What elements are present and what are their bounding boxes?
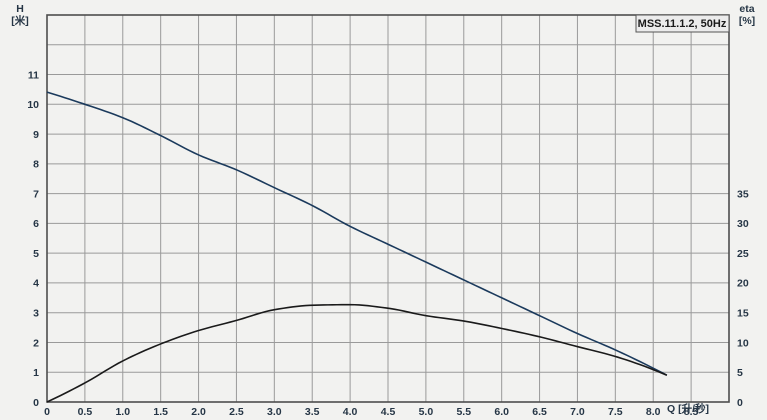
svg-text:1: 1 bbox=[33, 367, 39, 379]
svg-text:10: 10 bbox=[27, 99, 39, 111]
svg-text:3: 3 bbox=[33, 307, 39, 319]
svg-text:2.0: 2.0 bbox=[191, 406, 206, 418]
svg-text:5.5: 5.5 bbox=[456, 406, 471, 418]
svg-text:25: 25 bbox=[737, 248, 749, 260]
svg-text:1.0: 1.0 bbox=[115, 406, 130, 418]
svg-text:0: 0 bbox=[737, 397, 743, 409]
svg-text:0: 0 bbox=[33, 397, 39, 409]
svg-text:8.0: 8.0 bbox=[646, 406, 661, 418]
svg-text:4: 4 bbox=[33, 278, 39, 290]
svg-text:30: 30 bbox=[737, 218, 749, 230]
svg-text:Q [升/秒]: Q [升/秒] bbox=[667, 402, 709, 415]
svg-text:7.0: 7.0 bbox=[570, 406, 585, 418]
svg-text:8: 8 bbox=[33, 159, 39, 171]
svg-text:eta: eta bbox=[739, 3, 754, 15]
svg-text:7: 7 bbox=[33, 188, 39, 200]
svg-text:5: 5 bbox=[737, 367, 743, 379]
svg-text:[%]: [%] bbox=[739, 15, 755, 27]
svg-text:15: 15 bbox=[737, 307, 749, 319]
svg-text:35: 35 bbox=[737, 188, 749, 200]
svg-text:6: 6 bbox=[33, 218, 39, 230]
svg-text:4.5: 4.5 bbox=[381, 406, 396, 418]
svg-text:7.5: 7.5 bbox=[608, 406, 623, 418]
svg-text:2.5: 2.5 bbox=[229, 406, 244, 418]
svg-text:3.5: 3.5 bbox=[305, 406, 320, 418]
svg-text:0: 0 bbox=[44, 406, 50, 418]
svg-text:6.5: 6.5 bbox=[532, 406, 547, 418]
svg-text:11: 11 bbox=[28, 69, 39, 81]
svg-text:4.0: 4.0 bbox=[343, 406, 358, 418]
svg-text:6.0: 6.0 bbox=[494, 406, 509, 418]
svg-text:20: 20 bbox=[737, 278, 749, 290]
svg-text:0.5: 0.5 bbox=[78, 406, 93, 418]
svg-text:9: 9 bbox=[33, 129, 39, 141]
svg-text:5.0: 5.0 bbox=[419, 406, 434, 418]
svg-text:5: 5 bbox=[33, 248, 39, 260]
svg-text:3.0: 3.0 bbox=[267, 406, 282, 418]
svg-text:MSS.11.1.2, 50Hz: MSS.11.1.2, 50Hz bbox=[638, 18, 727, 30]
svg-text:10: 10 bbox=[737, 337, 749, 349]
svg-text:2: 2 bbox=[33, 337, 39, 349]
svg-text:1.5: 1.5 bbox=[153, 406, 168, 418]
svg-text:H: H bbox=[16, 3, 24, 15]
svg-text:[米]: [米] bbox=[11, 14, 29, 27]
